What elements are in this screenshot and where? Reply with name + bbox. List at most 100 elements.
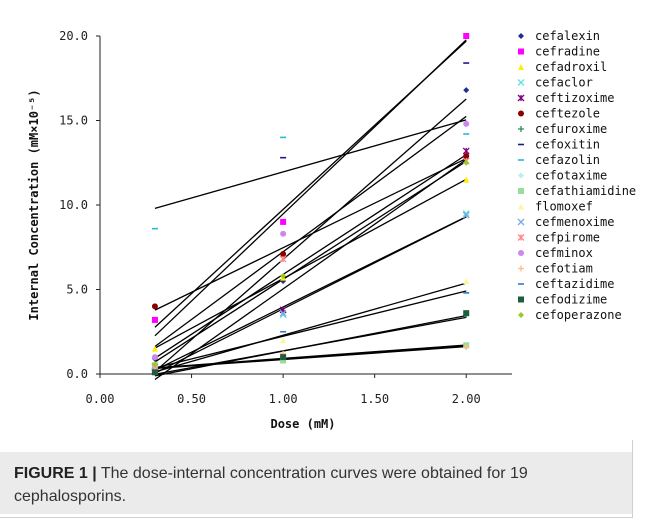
point-cefotiam (463, 343, 470, 350)
point-cefathiamidine (280, 357, 287, 364)
point-flomoxef (280, 337, 287, 344)
plot-area: 0.00 0.50 1.00 1.50 2.00 0.0 5.0 10.0 15.0 20.0 (59, 29, 512, 406)
point-cefodizime (280, 354, 287, 361)
legend-marker-cefadroxil (518, 64, 524, 70)
chart: 0.00 0.50 1.00 1.50 2.00 0.0 5.0 10.0 15.0 20.0 D… (27, 29, 636, 431)
legend-label-cefathiamidine: cefathiamidine (535, 184, 636, 198)
legend-label-cefotiam: cefotiam (535, 262, 593, 276)
legend-marker-cefradine (518, 48, 524, 55)
point-ceftizoxime (462, 147, 470, 155)
point-cefoperazone (463, 159, 470, 166)
fit-line-cefpirome (154, 154, 467, 359)
point-ceftezole (151, 303, 158, 310)
fit-line-ceftezole (154, 157, 467, 311)
legend-label-ceftezole: ceftezole (535, 107, 600, 121)
x-tick-label: 0.00 (86, 392, 115, 406)
fit-line-cefmenoxime (154, 216, 467, 374)
fit-lines (154, 39, 467, 381)
legend-label-cefuroxime: cefuroxime (535, 122, 607, 136)
legend-label-flomoxef: flomoxef (535, 200, 593, 214)
caption-border (0, 517, 632, 518)
legend-label-cefminox: cefminox (535, 246, 593, 260)
data-points (151, 33, 470, 376)
legend-label-cefodizime: cefodizime (535, 293, 607, 307)
y-tick-label: 10.0 (59, 198, 88, 212)
fit-line-cefotiam (154, 344, 467, 369)
legend-label-cefaclor: cefaclor (535, 76, 593, 90)
fit-line-cefazolin (154, 119, 467, 209)
point-cefaclor (462, 209, 470, 217)
x-tick-label: 1.50 (360, 392, 389, 406)
legend-label-ceftazidime: ceftazidime (535, 277, 614, 291)
fit-line-ceftazidime (154, 290, 467, 369)
legend-label-cefoxitin: cefoxitin (535, 138, 600, 152)
point-cefadroxil (463, 176, 470, 183)
legend-label-cefoperazone: cefoperazone (535, 308, 622, 322)
legend-marker-cefathiamidine (518, 188, 524, 194)
caption-side-border (632, 440, 633, 518)
fit-line-cefoxitin (154, 39, 467, 337)
legend-label-cefadroxil: cefadroxil (535, 60, 607, 74)
legend-marker-ceftizoxime (517, 94, 525, 102)
legend-label-cefotaxime: cefotaxime (535, 169, 607, 183)
x-tick-label: 0.50 (177, 392, 206, 406)
y-tick-label: 5.0 (66, 283, 88, 297)
point-cefalexin (463, 87, 470, 94)
legend-label-cefmenoxime: cefmenoxime (535, 215, 614, 229)
legend-marker-cefpirome (517, 234, 525, 241)
x-tick-label: 2.00 (452, 392, 481, 406)
fit-line-cefodizime (154, 315, 467, 377)
x-axis-label: Dose (mM) (270, 417, 335, 431)
point-cefminox (280, 230, 287, 237)
legend-marker-flomoxef (518, 203, 524, 210)
legend-marker-cefoperazone (518, 312, 524, 318)
legend-label-cefazolin: cefazolin (535, 153, 600, 167)
fit-line-cefadroxil (154, 178, 467, 349)
point-cefpirome (279, 255, 287, 263)
point-cefmenoxime (279, 309, 287, 317)
legend-marker-cefotiam (518, 265, 524, 272)
legend-marker-ceftezole (518, 110, 524, 117)
ticks: 0.00 0.50 1.00 1.50 2.00 0.0 5.0 10.0 15.0 20.0 (59, 29, 481, 406)
point-ceftezole (280, 251, 287, 258)
point-flomoxef (463, 278, 470, 285)
legend-marker-cefuroxime (518, 126, 524, 132)
y-tick-label: 15.0 (59, 114, 88, 128)
point-cefradine (463, 33, 470, 39)
point-cefradine (151, 316, 158, 323)
point-ceftezole (463, 152, 470, 159)
legend-label-ceftizoxime: ceftizoxime (535, 91, 614, 105)
point-cefaclor (279, 311, 287, 319)
point-cefadroxil (151, 345, 158, 352)
legend-label-cefpirome: cefpirome (535, 231, 600, 245)
legend-marker-cefmenoxime (517, 218, 525, 226)
fit-line-cefoperazone (154, 160, 467, 363)
legend-marker-cefminox (518, 250, 524, 256)
y-axis-label: Internal Concentration (mM×10⁻⁵) (27, 89, 41, 320)
legend: cefalexincefradinecefadroxilcefaclorceft… (517, 29, 636, 322)
caption-label: FIGURE 1 | (14, 465, 97, 482)
point-cefminox (151, 354, 158, 361)
x-tick-label: 1.00 (269, 392, 298, 406)
legend-label-cefradine: cefradine (535, 45, 600, 59)
point-cefodizime (151, 369, 158, 376)
legend-label-cefalexin: cefalexin (535, 29, 600, 43)
point-cefoperazone (151, 360, 158, 367)
point-cefoperazone (280, 272, 287, 279)
point-cefminox (463, 120, 470, 127)
y-tick-label: 20.0 (59, 29, 88, 43)
fit-line-cefalexin (154, 98, 467, 373)
point-cefradine (280, 218, 287, 225)
legend-marker-cefaclor (517, 79, 525, 86)
figure-caption: FIGURE 1 | The dose-internal concentrati… (0, 452, 632, 514)
point-cefodizime (463, 310, 470, 317)
legend-marker-cefalexin (518, 33, 524, 39)
legend-marker-cefodizime (518, 296, 524, 303)
point-cefmenoxime (462, 211, 470, 219)
fit-line-flomoxef (154, 282, 467, 373)
y-tick-label: 0.0 (66, 367, 88, 381)
fit-line-ceftizoxime (154, 158, 467, 381)
legend-marker-cefotaxime (518, 172, 524, 179)
fit-line-cefminox (154, 115, 467, 348)
caption-text: The dose-internal concentration curves w… (14, 465, 528, 505)
